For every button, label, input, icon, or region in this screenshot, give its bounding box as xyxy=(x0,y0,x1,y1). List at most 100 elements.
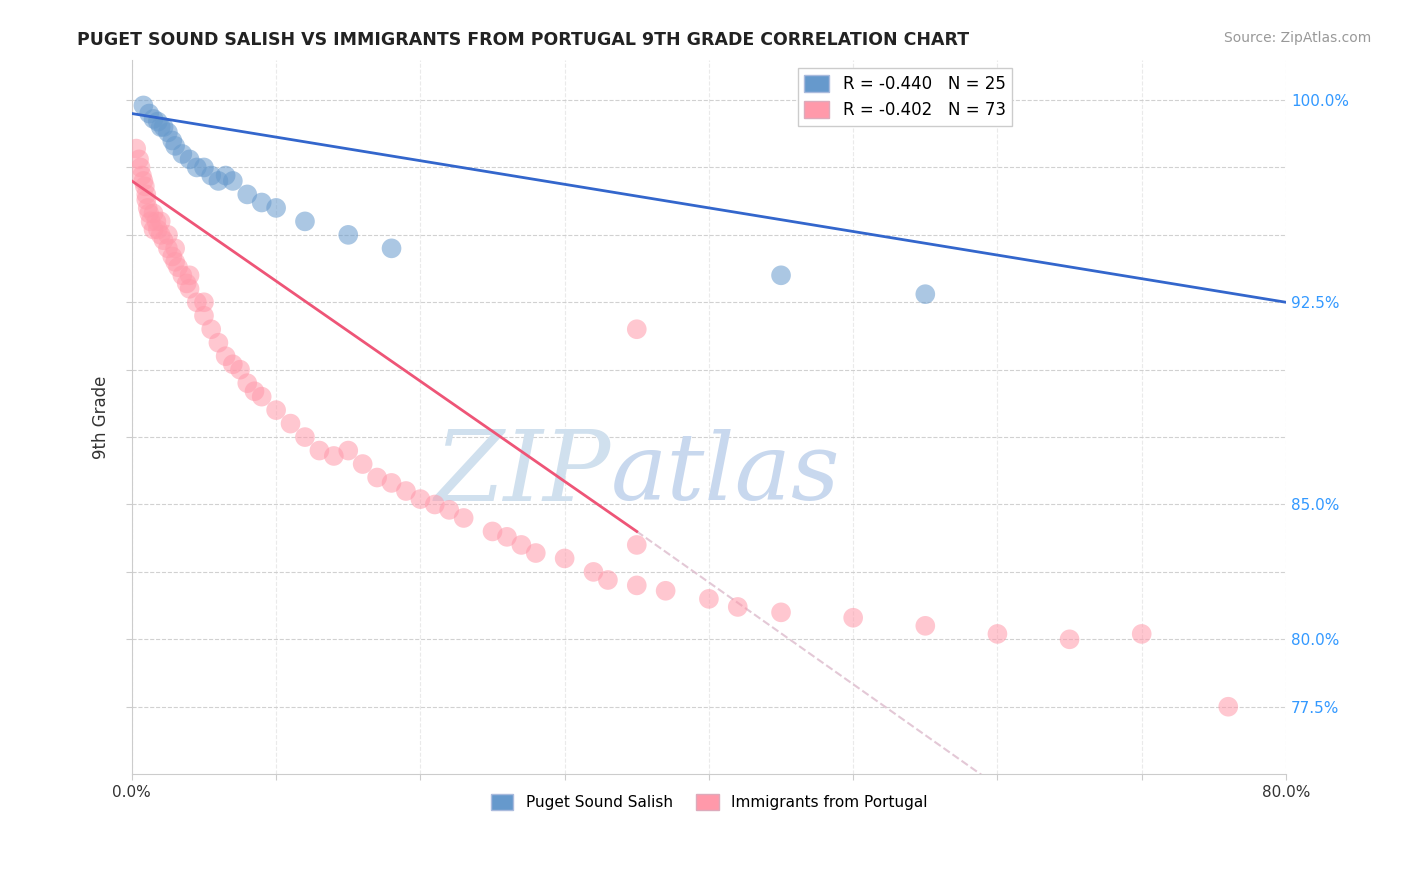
Point xyxy=(179,153,201,167)
Point xyxy=(152,120,174,134)
Point xyxy=(654,583,676,598)
Point xyxy=(179,268,201,283)
Point xyxy=(337,227,360,242)
Point xyxy=(146,222,169,236)
Point xyxy=(193,295,215,310)
Point xyxy=(214,349,236,363)
Point xyxy=(439,503,461,517)
Point xyxy=(129,161,152,175)
Point xyxy=(167,260,190,275)
Point xyxy=(236,376,259,391)
Point xyxy=(172,268,194,283)
Point xyxy=(250,195,273,210)
Point xyxy=(481,524,503,539)
Point xyxy=(524,546,547,560)
Point xyxy=(337,443,360,458)
Point xyxy=(453,511,475,525)
Point xyxy=(264,403,287,417)
Point xyxy=(186,295,208,310)
Point xyxy=(727,599,749,614)
Point xyxy=(395,483,418,498)
Point xyxy=(165,241,187,255)
Point xyxy=(142,206,165,220)
Point xyxy=(986,627,1008,641)
Point xyxy=(193,161,215,175)
Point xyxy=(207,174,229,188)
Point xyxy=(322,449,344,463)
Point xyxy=(352,457,374,471)
Point xyxy=(125,142,148,156)
Point xyxy=(770,605,793,619)
Point xyxy=(176,277,198,291)
Point xyxy=(165,255,187,269)
Point xyxy=(236,187,259,202)
Point xyxy=(149,120,172,134)
Point xyxy=(1059,632,1081,647)
Point xyxy=(280,417,302,431)
Point xyxy=(162,133,184,147)
Point xyxy=(380,475,402,490)
Text: Source: ZipAtlas.com: Source: ZipAtlas.com xyxy=(1223,31,1371,45)
Point xyxy=(142,112,165,126)
Point xyxy=(1218,699,1240,714)
Point xyxy=(200,169,222,183)
Point xyxy=(596,573,619,587)
Point xyxy=(179,282,201,296)
Point xyxy=(145,214,167,228)
Point xyxy=(294,214,316,228)
Point xyxy=(380,241,402,255)
Point xyxy=(222,174,245,188)
Point xyxy=(308,443,330,458)
Point xyxy=(172,147,194,161)
Point xyxy=(229,362,252,376)
Point xyxy=(214,169,236,183)
Point xyxy=(207,335,229,350)
Point xyxy=(626,578,648,592)
Point xyxy=(152,233,174,247)
Point xyxy=(186,161,208,175)
Point xyxy=(128,153,150,167)
Point xyxy=(914,287,936,301)
Point xyxy=(1130,627,1153,641)
Point xyxy=(135,193,157,207)
Point xyxy=(136,201,159,215)
Point xyxy=(156,125,179,139)
Point xyxy=(162,249,184,263)
Point xyxy=(510,538,533,552)
Point xyxy=(626,322,648,336)
Point xyxy=(132,98,155,112)
Y-axis label: 9th Grade: 9th Grade xyxy=(93,376,110,458)
Point xyxy=(131,169,153,183)
Point xyxy=(132,174,155,188)
Point xyxy=(193,309,215,323)
Point xyxy=(770,268,793,283)
Point xyxy=(139,214,162,228)
Point xyxy=(200,322,222,336)
Point xyxy=(366,470,388,484)
Point xyxy=(134,179,156,194)
Point xyxy=(149,214,172,228)
Point xyxy=(626,538,648,552)
Point xyxy=(156,241,179,255)
Point xyxy=(135,187,157,202)
Point xyxy=(138,206,160,220)
Point xyxy=(697,591,720,606)
Point xyxy=(222,357,245,371)
Point xyxy=(142,222,165,236)
Text: ZIP: ZIP xyxy=(434,426,610,522)
Legend: Puget Sound Salish, Immigrants from Portugal: Puget Sound Salish, Immigrants from Port… xyxy=(485,789,934,816)
Point xyxy=(294,430,316,444)
Text: PUGET SOUND SALISH VS IMMIGRANTS FROM PORTUGAL 9TH GRADE CORRELATION CHART: PUGET SOUND SALISH VS IMMIGRANTS FROM PO… xyxy=(77,31,970,49)
Point xyxy=(165,139,187,153)
Point xyxy=(156,227,179,242)
Point xyxy=(496,530,519,544)
Point xyxy=(582,565,605,579)
Point xyxy=(409,492,432,507)
Point xyxy=(138,106,160,120)
Point xyxy=(842,611,865,625)
Point xyxy=(914,619,936,633)
Text: atlas: atlas xyxy=(610,429,841,519)
Point xyxy=(149,227,172,242)
Point xyxy=(554,551,576,566)
Point xyxy=(146,114,169,128)
